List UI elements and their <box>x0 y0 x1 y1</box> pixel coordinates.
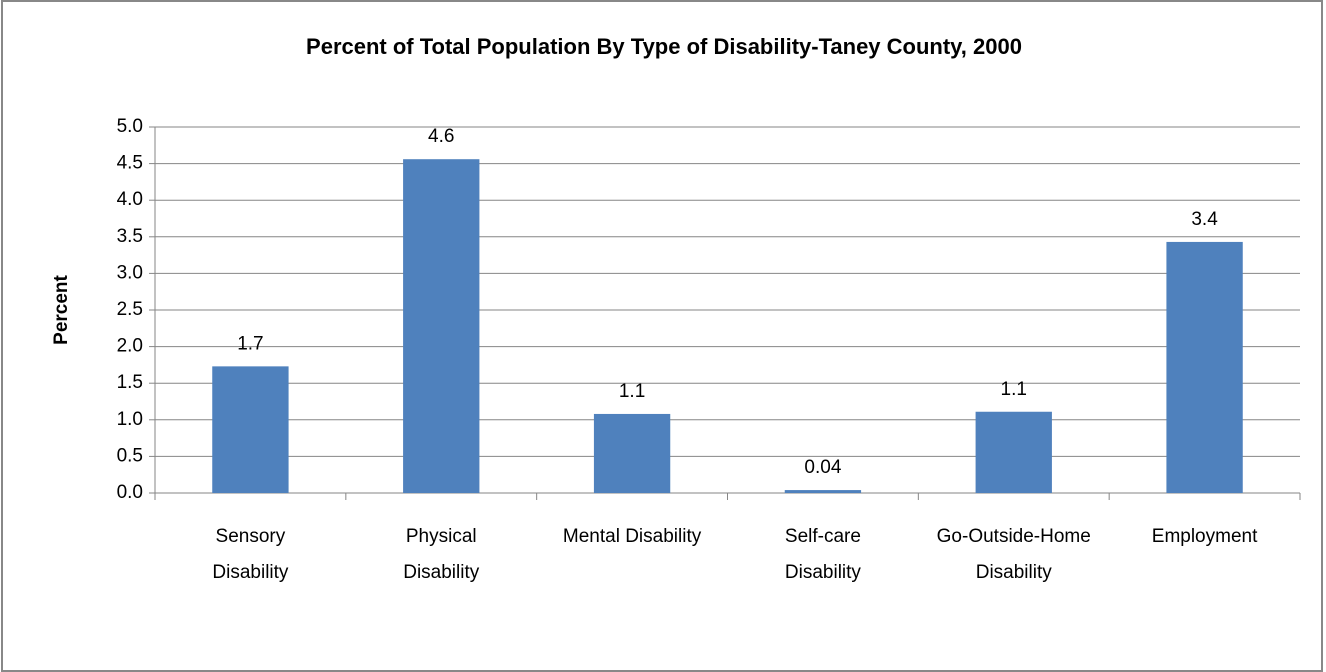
data-label: 3.4 <box>1191 209 1218 230</box>
x-tick-label: Sensory Disability <box>212 526 289 583</box>
y-tick-label: 4.0 <box>117 189 143 210</box>
data-label: 1.7 <box>237 333 263 354</box>
x-tick-label: Physical Disability <box>403 526 480 583</box>
bar <box>593 413 671 493</box>
bar <box>403 159 480 493</box>
bar <box>1166 241 1243 493</box>
data-label: 4.6 <box>428 126 454 147</box>
y-tick-label: 4.5 <box>117 153 143 174</box>
bar <box>975 411 1052 493</box>
y-tick-label: 1.5 <box>117 372 143 393</box>
x-tick-label: Self-care Disability <box>784 526 861 583</box>
data-label: 1.1 <box>1001 379 1027 400</box>
y-tick-label: 2.0 <box>117 336 143 357</box>
y-tick-label: 3.5 <box>117 226 143 247</box>
bar <box>784 490 862 493</box>
y-tick-label: 5.0 <box>117 116 143 137</box>
x-tick-label: Go-Outside-Home Disability <box>936 526 1091 583</box>
y-axis-title: Percent <box>51 274 72 344</box>
chart-title: Percent of Total Population By Type of D… <box>306 34 1022 59</box>
data-label: 1.1 <box>619 381 645 402</box>
bar <box>212 366 289 493</box>
y-tick-label: 3.0 <box>117 262 143 283</box>
x-tick-label: Employment <box>1151 526 1258 547</box>
y-tick-label: 2.5 <box>117 299 143 320</box>
y-tick-label: 1.0 <box>117 409 143 430</box>
x-tick-label: Mental Disability <box>562 526 702 547</box>
data-label: 0.04 <box>804 457 841 478</box>
y-tick-label: 0.0 <box>117 482 143 503</box>
y-tick-label: 0.5 <box>117 445 143 466</box>
